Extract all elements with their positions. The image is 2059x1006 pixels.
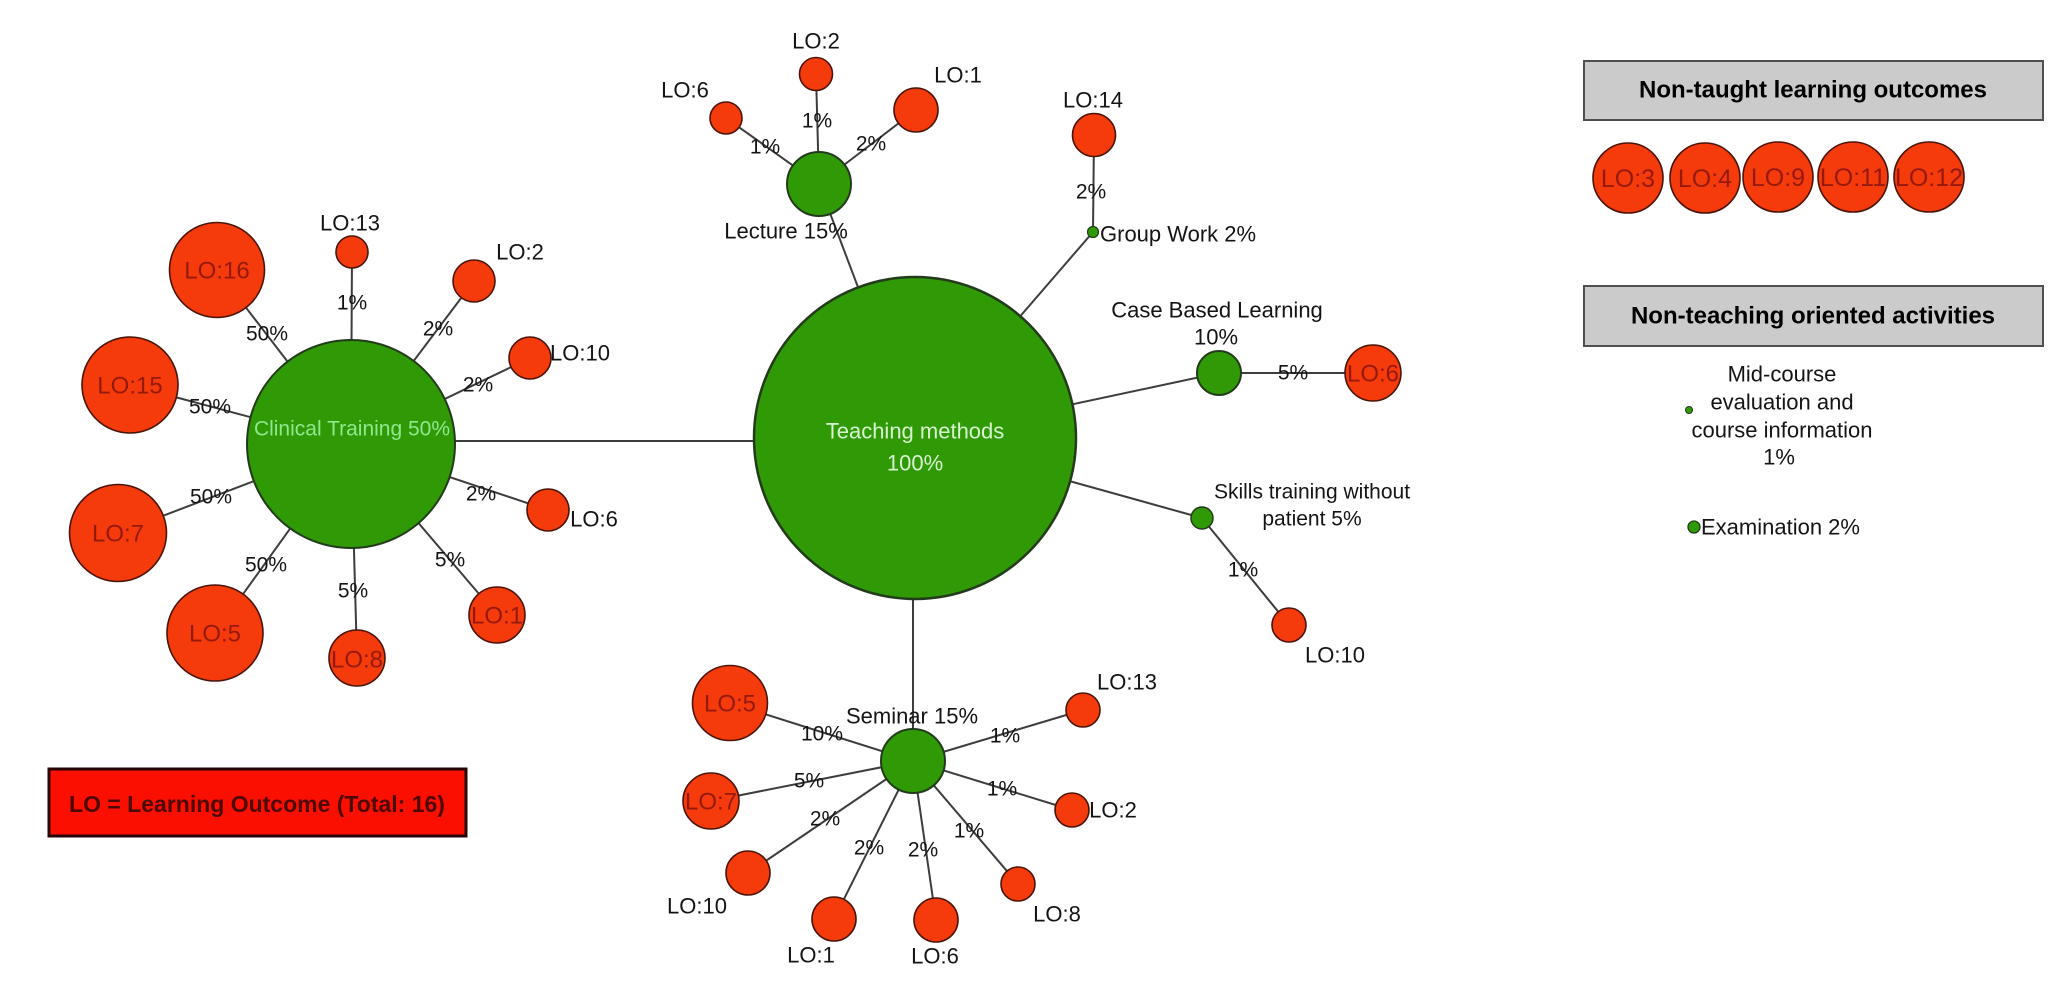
- svg-text:LO:2: LO:2: [1089, 798, 1137, 823]
- svg-text:100%: 100%: [887, 451, 943, 476]
- svg-text:10%: 10%: [801, 723, 843, 746]
- svg-text:Group Work 2%: Group Work 2%: [1100, 222, 1256, 247]
- svg-text:10%: 10%: [1194, 325, 1238, 350]
- svg-text:Non-taught learning outcomes: Non-taught learning outcomes: [1639, 77, 1987, 104]
- svg-text:50%: 50%: [246, 323, 288, 346]
- svg-text:2%: 2%: [810, 808, 840, 831]
- svg-text:1%: 1%: [802, 110, 832, 133]
- svg-text:1%: 1%: [987, 778, 1017, 801]
- svg-text:LO:5: LO:5: [704, 691, 756, 718]
- svg-text:Examination 2%: Examination 2%: [1701, 515, 1860, 540]
- svg-text:evaluation and: evaluation and: [1710, 390, 1853, 415]
- svg-text:LO:7: LO:7: [92, 521, 144, 548]
- svg-text:LO:6: LO:6: [911, 944, 959, 969]
- svg-text:5%: 5%: [435, 549, 465, 572]
- svg-text:Non-teaching oriented activiti: Non-teaching oriented activities: [1631, 303, 1995, 330]
- svg-text:LO:2: LO:2: [792, 29, 840, 54]
- svg-text:LO:8: LO:8: [1033, 902, 1081, 927]
- svg-text:LO:11: LO:11: [1820, 164, 1886, 192]
- svg-text:LO:5: LO:5: [189, 621, 241, 648]
- svg-text:50%: 50%: [245, 554, 287, 577]
- svg-text:LO:13: LO:13: [1097, 670, 1157, 695]
- svg-text:LO:6: LO:6: [570, 507, 618, 532]
- svg-text:2%: 2%: [466, 483, 496, 506]
- svg-text:LO:3: LO:3: [1601, 165, 1655, 193]
- svg-text:5%: 5%: [1278, 362, 1308, 385]
- svg-text:LO:1: LO:1: [787, 943, 835, 968]
- svg-text:LO:1: LO:1: [934, 63, 982, 88]
- svg-text:5%: 5%: [338, 580, 368, 603]
- svg-text:Mid-course: Mid-course: [1728, 362, 1837, 387]
- svg-text:LO:6: LO:6: [661, 78, 709, 103]
- svg-text:LO:1: LO:1: [471, 603, 523, 630]
- svg-text:Teaching methods: Teaching methods: [826, 419, 1005, 444]
- svg-text:Case Based Learning: Case Based Learning: [1111, 298, 1323, 323]
- svg-text:LO:7: LO:7: [685, 789, 737, 816]
- svg-text:2%: 2%: [463, 374, 493, 397]
- svg-text:1%: 1%: [1228, 559, 1258, 582]
- svg-text:1%: 1%: [990, 725, 1020, 748]
- svg-text:2%: 2%: [856, 133, 886, 156]
- svg-text:LO:4: LO:4: [1678, 165, 1732, 193]
- svg-text:LO:13: LO:13: [320, 211, 380, 236]
- svg-text:Lecture 15%: Lecture 15%: [724, 219, 848, 244]
- svg-text:2%: 2%: [854, 837, 884, 860]
- svg-text:5%: 5%: [794, 770, 824, 793]
- svg-text:50%: 50%: [189, 396, 231, 419]
- svg-text:LO:10: LO:10: [550, 341, 610, 366]
- svg-text:course information: course information: [1692, 418, 1873, 443]
- svg-text:2%: 2%: [908, 839, 938, 862]
- svg-text:LO:16: LO:16: [184, 258, 249, 285]
- svg-text:patient 5%: patient 5%: [1262, 508, 1361, 531]
- svg-text:LO:15: LO:15: [97, 373, 162, 400]
- svg-text:Clinical Training 50%: Clinical Training 50%: [254, 418, 450, 441]
- svg-text:1%: 1%: [1763, 445, 1795, 470]
- svg-text:Seminar 15%: Seminar 15%: [846, 704, 978, 729]
- svg-text:2%: 2%: [1076, 181, 1106, 204]
- svg-text:LO:10: LO:10: [1305, 643, 1365, 668]
- svg-text:LO:9: LO:9: [1751, 164, 1805, 192]
- svg-text:LO:2: LO:2: [496, 240, 544, 265]
- svg-text:LO:14: LO:14: [1063, 88, 1123, 113]
- svg-text:1%: 1%: [954, 820, 984, 843]
- svg-text:LO:6: LO:6: [1347, 361, 1399, 388]
- svg-text:LO = Learning Outcome (Total:: LO = Learning Outcome (Total: 16): [69, 791, 445, 817]
- svg-text:1%: 1%: [750, 136, 780, 159]
- svg-text:2%: 2%: [423, 318, 453, 341]
- svg-text:LO:10: LO:10: [667, 894, 727, 919]
- svg-text:LO:8: LO:8: [331, 647, 383, 674]
- svg-text:1%: 1%: [337, 292, 367, 315]
- svg-text:50%: 50%: [190, 486, 232, 509]
- svg-text:LO:12: LO:12: [1895, 164, 1963, 192]
- svg-text:Skills training without: Skills training without: [1214, 481, 1410, 504]
